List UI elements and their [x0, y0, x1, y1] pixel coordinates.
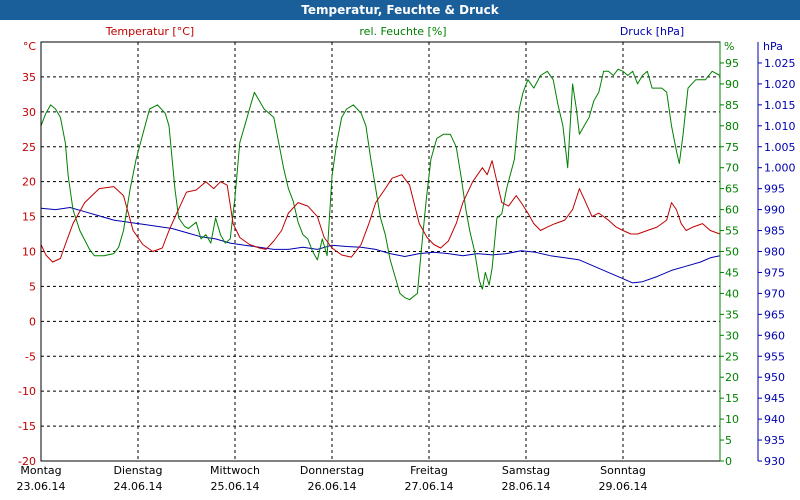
x-tick-day-label: Samstag: [502, 464, 550, 477]
pressure-tick-label: 990: [764, 204, 785, 217]
pressure-tick-label: 1.015: [764, 99, 796, 112]
x-tick-date-label: 27.06.14: [405, 480, 454, 493]
humidity-tick-label: 55: [725, 225, 739, 238]
humidity-tick-label: 60: [725, 204, 739, 217]
humidity-tick-label: 40: [725, 287, 739, 300]
pressure-tick-label: 1.010: [764, 120, 796, 133]
pressure-tick-label: 930: [764, 455, 785, 468]
temperature-tick-label: 25: [22, 141, 36, 154]
pressure-series-line: [40, 207, 721, 284]
pressure-tick-label: 960: [764, 329, 785, 342]
humidity-tick-label: 70: [725, 162, 739, 175]
temperature-series-line: [40, 160, 721, 263]
temperature-tick-label: -5: [25, 350, 36, 363]
grid-lines: [41, 42, 720, 462]
pressure-tick-label: 985: [764, 225, 785, 238]
humidity-tick-label: 90: [725, 78, 739, 91]
humidity-tick-label: 75: [725, 141, 739, 154]
humidity-axis-label: rel. Feuchte [%]: [359, 25, 446, 38]
x-tick-date-label: 25.06.14: [211, 480, 260, 493]
pressure-tick-label: 940: [764, 413, 785, 426]
pressure-tick-label: 950: [764, 371, 785, 384]
pressure-tick-label: 935: [764, 434, 785, 447]
temperature-axis: -20 -15 -10 -5 0 5 10 15 20 25 30 35: [18, 71, 36, 468]
humidity-tick-label: 25: [725, 350, 739, 363]
pressure-axis: 930 935 940 945 950 955 960 965 970 975 980 985 990 9…: [757, 42, 796, 468]
humidity-tick-label: 35: [725, 308, 739, 321]
humidity-tick-label: 5: [725, 434, 732, 447]
x-tick-date-label: 23.06.14: [17, 480, 66, 493]
temperature-tick-label: -20: [18, 455, 36, 468]
temperature-tick-label: 5: [29, 280, 36, 293]
humidity-tick-label: 45: [725, 266, 739, 279]
x-tick-day-label: Donnerstag: [300, 464, 364, 477]
x-tick-day-label: Montag: [20, 464, 61, 477]
humidity-tick-label: 30: [725, 329, 739, 342]
humidity-axis: 0 5 10 15 20 25 30 35 40 45 50 55 60 65 70 75 80 85 90 95: [719, 42, 739, 468]
pressure-tick-label: 1.000: [764, 162, 796, 175]
humidity-tick-label: 10: [725, 413, 739, 426]
humidity-tick-label: 15: [725, 392, 739, 405]
pressure-tick-label: 945: [764, 392, 785, 405]
pressure-tick-label: 980: [764, 246, 785, 259]
pressure-tick-label: 975: [764, 266, 785, 279]
pressure-tick-label: 1.020: [764, 78, 796, 91]
temperature-axis-label: Temperatur [°C]: [105, 25, 194, 38]
pressure-tick-label: 970: [764, 287, 785, 300]
series-layer: [40, 68, 721, 301]
pressure-tick-label: 1.005: [764, 141, 796, 154]
x-tick-date-label: 28.06.14: [502, 480, 551, 493]
humidity-tick-label: 0: [725, 455, 732, 468]
humidity-unit: %: [724, 40, 734, 53]
plot-background: [0, 20, 800, 500]
humidity-tick-label: 95: [725, 57, 739, 70]
temperature-tick-label: 35: [22, 71, 36, 84]
temperature-tick-label: 0: [29, 315, 36, 328]
x-tick-day-label: Dienstag: [113, 464, 162, 477]
temperature-tick-label: 10: [22, 246, 36, 259]
x-tick-day-label: Mittwoch: [210, 464, 260, 477]
humidity-tick-label: 50: [725, 246, 739, 259]
temperature-unit: °C: [23, 40, 37, 53]
humidity-tick-label: 20: [725, 371, 739, 384]
pressure-unit: hPa: [763, 40, 783, 53]
temperature-tick-label: 20: [22, 176, 36, 189]
pressure-tick-label: 995: [764, 183, 785, 196]
x-axis: Montag 23.06.14 Dienstag 24.06.14 Mittwoch 25…: [17, 464, 648, 493]
x-tick-day-label: Freitag: [410, 464, 448, 477]
chart-title: Temperatur, Feuchte & Druck: [0, 0, 800, 20]
x-tick-date-label: 29.06.14: [599, 480, 648, 493]
pressure-tick-label: 1.025: [764, 57, 796, 70]
pressure-tick-label: 965: [764, 308, 785, 321]
temperature-tick-label: -10: [18, 385, 36, 398]
x-tick-date-label: 24.06.14: [114, 480, 163, 493]
pressure-tick-label: 955: [764, 350, 785, 363]
weather-chart: -20 -15 -10 -5 0 5 10 15 20 25 30 35 0 5 10 15 20 25 30 35…: [0, 20, 800, 500]
humidity-series-line: [40, 68, 721, 301]
humidity-tick-label: 85: [725, 99, 739, 112]
temperature-tick-label: -15: [18, 420, 36, 433]
temperature-tick-label: 15: [22, 211, 36, 224]
humidity-tick-label: 65: [725, 183, 739, 196]
humidity-tick-label: 80: [725, 120, 739, 133]
temperature-tick-label: 30: [22, 106, 36, 119]
x-tick-day-label: Sonntag: [600, 464, 646, 477]
pressure-axis-label: Druck [hPa]: [620, 25, 684, 38]
x-tick-date-label: 26.06.14: [308, 480, 357, 493]
